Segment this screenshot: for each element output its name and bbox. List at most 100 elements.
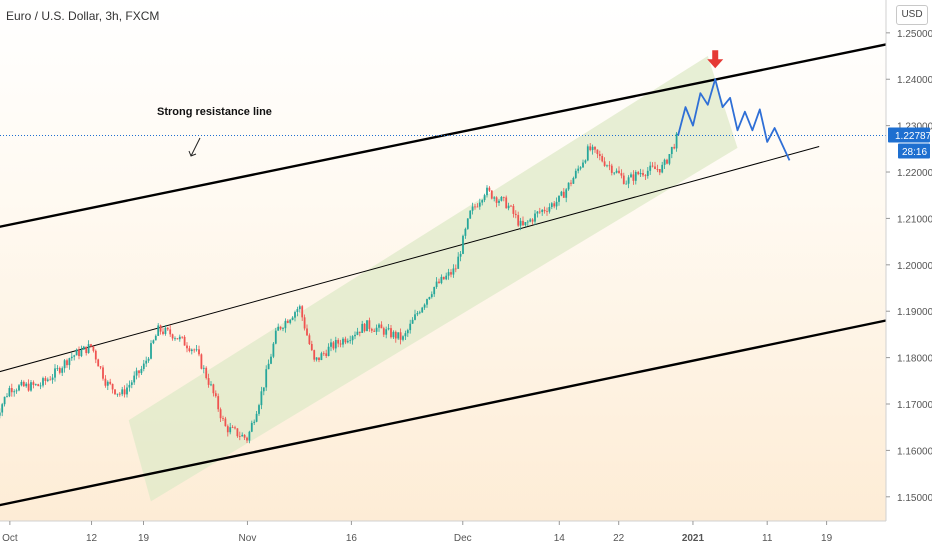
candle-body — [102, 367, 104, 379]
candle-body — [236, 428, 239, 437]
candle-body — [433, 286, 436, 295]
candle-body — [642, 173, 644, 176]
candle-body — [613, 172, 616, 174]
candle-body — [394, 331, 397, 339]
candle-body — [51, 377, 54, 380]
candle-body — [522, 220, 524, 226]
candle-body — [39, 385, 42, 387]
candle-body — [248, 431, 251, 441]
candle-body — [121, 389, 124, 395]
x-tick-label: Nov — [239, 533, 257, 544]
candle-body — [284, 320, 287, 329]
candle-body — [8, 388, 11, 397]
y-tick-label: 1.17000 — [897, 400, 932, 411]
currency-selector[interactable]: USD — [896, 5, 928, 25]
candle-body — [538, 211, 541, 213]
candle-body — [289, 319, 292, 323]
candle-body — [426, 299, 428, 305]
x-tick-label: 16 — [346, 533, 358, 544]
candle-body — [330, 342, 332, 347]
candle-body — [558, 195, 560, 202]
candle-body — [246, 437, 248, 441]
candle-body — [286, 320, 289, 323]
y-tick-label: 1.15000 — [897, 493, 932, 504]
candle-body — [351, 336, 354, 341]
candle-body — [634, 171, 637, 181]
candle-body — [66, 360, 68, 366]
candle-body — [214, 393, 217, 397]
candle-body — [195, 349, 198, 351]
candle-body — [37, 384, 40, 387]
candle-body — [85, 346, 88, 354]
candle-body — [270, 356, 272, 364]
candle-body — [363, 323, 366, 332]
candle-body — [610, 165, 613, 173]
candle-body — [375, 327, 378, 332]
candle-body — [138, 370, 140, 374]
candle-body — [454, 268, 457, 270]
candle-body — [428, 297, 431, 300]
candle-body — [406, 330, 409, 334]
candle-body — [464, 228, 467, 236]
x-tick-label: 2021 — [682, 533, 705, 544]
candle-body — [673, 146, 676, 149]
candle-body — [627, 177, 630, 184]
candle-body — [536, 211, 539, 214]
candle-body — [567, 182, 570, 190]
candle-body — [519, 220, 522, 226]
candle-body — [430, 294, 433, 298]
candle-body — [298, 306, 301, 310]
candle-body — [447, 272, 450, 276]
x-tick-label: 19 — [138, 533, 150, 544]
x-tick-label: 11 — [762, 533, 773, 544]
candle-body — [524, 222, 527, 226]
candle-body — [574, 170, 577, 178]
candle-body — [334, 340, 337, 349]
candle-body — [154, 335, 157, 341]
candle-body — [306, 328, 308, 336]
candle-body — [387, 328, 390, 330]
candle-body — [162, 331, 164, 334]
candle-body — [358, 331, 361, 333]
candle-body — [457, 256, 460, 269]
candle-body — [493, 197, 496, 199]
candle-body — [262, 387, 265, 392]
candle-body — [625, 183, 628, 185]
candle-body — [128, 384, 131, 388]
candle-body — [483, 195, 486, 201]
candle-body — [639, 173, 642, 175]
candle-body — [373, 330, 376, 332]
candle-body — [126, 387, 128, 395]
candle-body — [474, 206, 476, 208]
candle-body — [594, 146, 596, 150]
candle-body — [411, 319, 414, 324]
candle-body — [159, 325, 162, 332]
candle-body — [68, 358, 71, 366]
countdown-badge — [898, 143, 930, 159]
candle-body — [344, 338, 347, 343]
candle-body — [116, 393, 119, 395]
x-tick-label: 19 — [821, 533, 833, 544]
candle-body — [399, 332, 402, 340]
y-tick-label: 1.25000 — [897, 29, 932, 40]
rising-channel — [128, 56, 738, 502]
candle-body — [507, 205, 510, 209]
candle-body — [663, 159, 666, 165]
candle-body — [435, 281, 438, 287]
candle-body — [596, 149, 599, 155]
candle-body — [486, 187, 488, 196]
candle-body — [44, 378, 47, 381]
annotations: Strong resistance line — [157, 50, 724, 157]
candle-body — [502, 196, 505, 198]
candle-body — [546, 211, 548, 212]
candle-body — [397, 332, 400, 339]
candle-body — [15, 390, 18, 392]
candle-body — [30, 382, 32, 391]
candle-body — [332, 342, 335, 349]
candle-body — [54, 368, 56, 378]
candle-body — [418, 312, 421, 314]
candle-body — [510, 205, 512, 207]
candle-body — [644, 175, 647, 177]
candle-body — [584, 160, 587, 163]
